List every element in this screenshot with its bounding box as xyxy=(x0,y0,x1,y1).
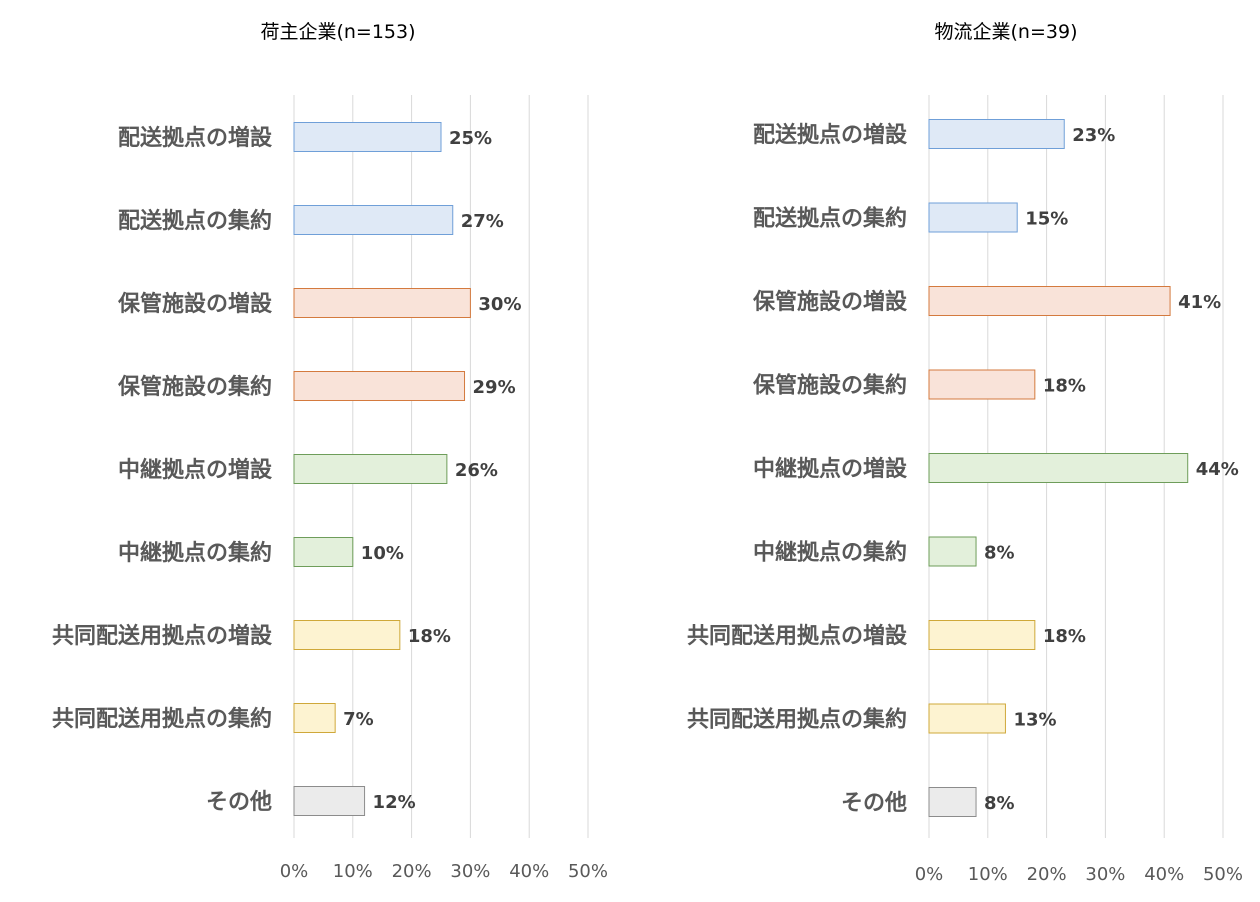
bar-value-label: 12% xyxy=(373,792,416,813)
category-label: 共同配送用拠点の集約 xyxy=(52,706,272,732)
chart-shipper-companies: 荷主企業(n=153) 0% 10% 20% 30% 40% 50% 配送拠点の増設 25% 配送… xyxy=(52,21,608,882)
bar xyxy=(928,453,1189,483)
category-label: その他 xyxy=(841,791,907,816)
chart-logistics-companies: 物流企業(n=39) 0% 10% 20% 30% 40% 50% 配送拠点の増設 23% 配送拠… xyxy=(687,21,1243,885)
bar xyxy=(293,703,336,733)
x-tick-label: 10% xyxy=(968,864,1008,885)
bar-value-label: 29% xyxy=(473,377,516,398)
category-label: 中継拠点の増設 xyxy=(118,457,273,483)
bar xyxy=(293,537,354,567)
x-tick-label: 20% xyxy=(1027,864,1067,885)
bar-value-label: 25% xyxy=(449,128,492,149)
bar xyxy=(928,202,1018,233)
x-tick-label: 10% xyxy=(333,861,373,882)
bar xyxy=(928,369,1036,400)
bar-value-label: 18% xyxy=(408,626,451,647)
chart-title: 荷主企業(n=153) xyxy=(260,21,415,43)
bar xyxy=(928,703,1006,734)
category-label: 共同配送用拠点の増設 xyxy=(687,623,908,649)
category-label: 中継拠点の集約 xyxy=(753,540,907,566)
bar-value-label: 26% xyxy=(455,460,498,481)
bar xyxy=(293,122,442,152)
chart-title: 物流企業(n=39) xyxy=(935,21,1078,43)
category-label: 保管施設の集約 xyxy=(117,374,272,400)
bar-value-label: 41% xyxy=(1178,292,1221,313)
x-tick-label: 30% xyxy=(1085,864,1125,885)
category-label: 保管施設の増設 xyxy=(117,291,273,317)
category-label: 共同配送用拠点の増設 xyxy=(52,623,273,649)
bar xyxy=(293,205,454,235)
x-tick-label: 40% xyxy=(1144,864,1184,885)
bar xyxy=(293,288,471,318)
category-label: その他 xyxy=(206,790,272,815)
category-label: 配送拠点の増設 xyxy=(118,125,273,151)
bar xyxy=(928,119,1065,149)
bar-value-label: 18% xyxy=(1043,376,1086,397)
category-label: 共同配送用拠点の集約 xyxy=(687,707,907,733)
bar xyxy=(293,620,401,650)
bar-value-label: 8% xyxy=(984,793,1015,814)
bar xyxy=(928,286,1171,316)
category-label: 中継拠点の増設 xyxy=(753,456,908,482)
x-tick-label: 20% xyxy=(392,861,432,882)
bar-value-label: 13% xyxy=(1013,710,1056,731)
bar-value-label: 18% xyxy=(1043,626,1086,647)
bar-value-label: 23% xyxy=(1072,125,1115,146)
category-label: 配送拠点の増設 xyxy=(753,122,908,148)
x-tick-label: 50% xyxy=(568,861,608,882)
category-label: 中継拠点の集約 xyxy=(118,540,272,566)
bar-value-label: 30% xyxy=(478,294,521,315)
x-tick-label: 50% xyxy=(1203,864,1243,885)
x-tick-label: 30% xyxy=(450,861,490,882)
x-tick-label: 0% xyxy=(280,861,309,882)
category-label: 配送拠点の集約 xyxy=(118,208,272,234)
bar xyxy=(293,786,366,816)
bar xyxy=(928,536,977,567)
bar-value-label: 10% xyxy=(361,543,404,564)
bar xyxy=(928,787,977,817)
bar xyxy=(928,620,1036,650)
category-label: 配送拠点の集約 xyxy=(753,206,907,232)
bar-value-label: 15% xyxy=(1025,209,1068,230)
bar-value-label: 7% xyxy=(343,709,374,730)
bar xyxy=(293,371,466,401)
category-label: 保管施設の集約 xyxy=(752,373,907,399)
x-tick-label: 40% xyxy=(509,861,549,882)
bar-value-label: 8% xyxy=(984,543,1015,564)
x-tick-label: 0% xyxy=(915,864,944,885)
bar-value-label: 27% xyxy=(461,211,504,232)
category-label: 保管施設の増設 xyxy=(752,289,908,315)
bar-value-label: 44% xyxy=(1196,459,1239,480)
bar xyxy=(293,454,448,484)
